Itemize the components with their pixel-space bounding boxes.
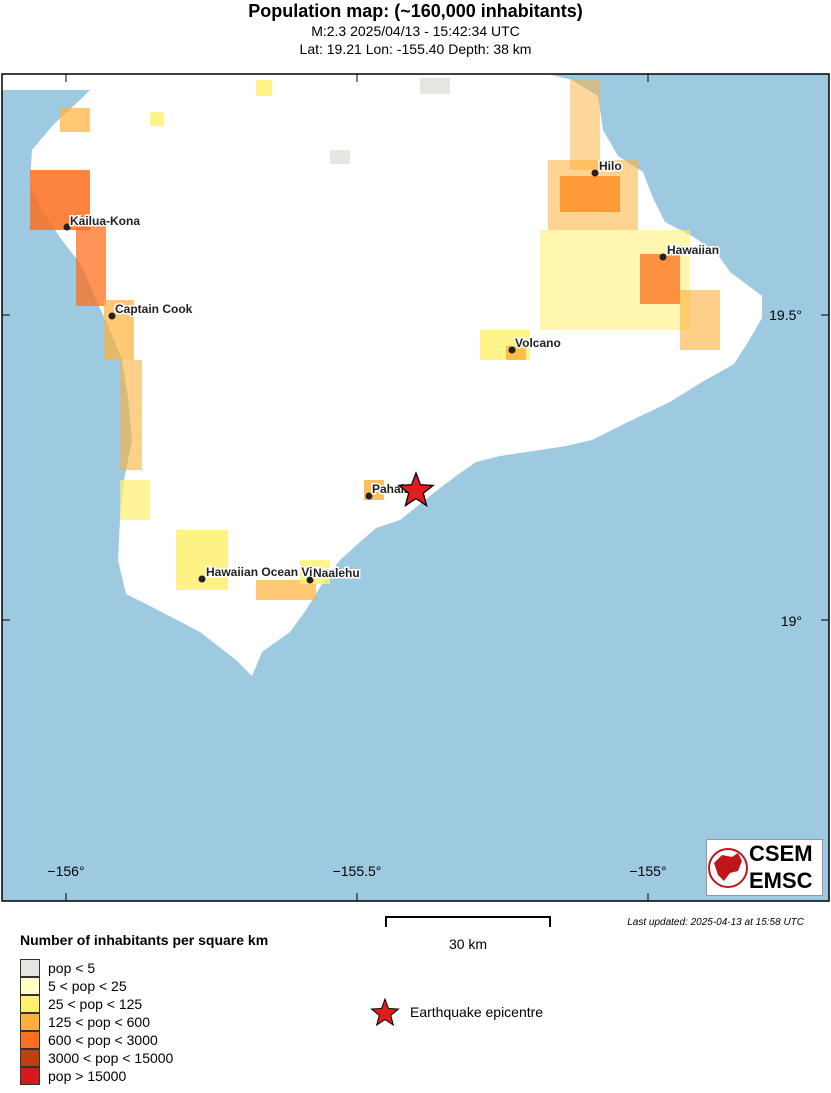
lon-tick-label: −155° [629,863,666,879]
legend-swatch [20,977,40,995]
city-marker [508,346,516,354]
scale-label: 30 km [448,936,488,952]
legend-title: Number of inhabitants per square km [20,932,269,948]
legend-item: 3000 < pop < 15000 [20,1049,173,1067]
globe-icon [708,848,748,888]
legend-item: 5 < pop < 25 [20,977,173,995]
scale-bar [385,916,551,927]
city-marker [365,492,373,500]
lon-tick-label: −156° [47,863,84,879]
city-label: Kailua-Kona [70,214,140,228]
legend: pop < 5 5 < pop < 25 25 < pop < 125 125 … [20,959,173,1085]
city-label: Naalehu [313,566,360,580]
lon-tick-label: −155.5° [333,863,382,879]
legend-epicentre-label: Earthquake epicentre [410,1004,544,1020]
city-marker [306,576,314,584]
city-marker [198,575,206,583]
city-label: Captain Cook [115,302,193,316]
map-title: Population map: (~160,000 inhabitants) [248,1,583,21]
legend-swatch [20,1031,40,1049]
city-label: Volcano [515,336,561,350]
city-marker [108,312,116,320]
legend-label: 25 < pop < 125 [48,996,143,1012]
legend-swatch [20,1013,40,1031]
legend-swatch [20,1049,40,1067]
legend-label: 125 < pop < 600 [48,1014,150,1030]
city-marker [659,253,667,261]
csem-emsc-logo: CSEM EMSC [706,839,823,896]
legend-swatch [20,995,40,1013]
legend-item: 125 < pop < 600 [20,1013,173,1031]
legend-swatch [20,959,40,977]
last-updated: Last updated: 2025-04-13 at 15:58 UTC [627,917,804,928]
legend-item: 600 < pop < 3000 [20,1031,173,1049]
event-info: M:2.3 2025/04/13 - 15:42:34 UTC [311,23,520,39]
legend-label: 3000 < pop < 15000 [48,1050,174,1066]
event-location: Lat: 19.21 Lon: -155.40 Depth: 38 km [299,41,532,57]
legend-swatch [20,1067,40,1085]
legend-label: 600 < pop < 3000 [48,1032,158,1048]
logo-text-emsc: EMSC [749,868,813,893]
legend-item: 25 < pop < 125 [20,995,173,1013]
legend-item: pop > 15000 [20,1067,173,1085]
legend-item: pop < 5 [20,959,173,977]
city-label: Hawaiian [667,243,719,257]
city-label: Hawaiian Ocean View [206,565,329,579]
legend-label: 5 < pop < 25 [48,978,127,994]
epicentre-star-icon [370,998,400,1026]
epicentre-star-icon[interactable] [397,471,435,508]
legend-label: pop > 15000 [48,1068,127,1084]
population-map[interactable]: −156° −155.5° −155° 19.5° 19° Hilo Kailu… [0,0,831,905]
city-marker [63,223,71,231]
logo-text-csem: CSEM [749,841,813,866]
legend-label: pop < 5 [48,960,96,976]
graticule [2,74,829,901]
legend-epicentre: Earthquake epicentre [370,998,543,1026]
city-marker [591,169,599,177]
lat-tick-label: 19° [781,613,802,629]
map-frame [1,73,830,902]
city-label: Hilo [599,159,622,173]
lat-tick-label: 19.5° [769,307,802,323]
